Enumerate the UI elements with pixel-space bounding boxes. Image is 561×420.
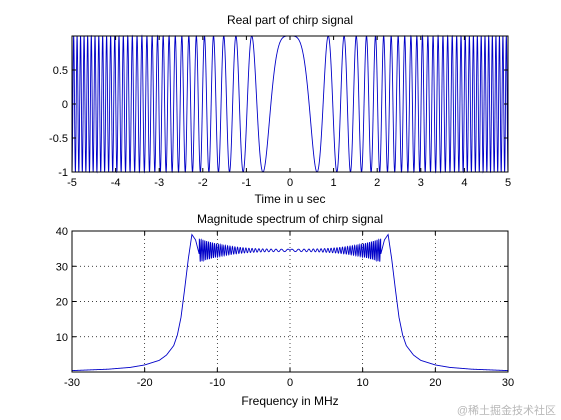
chart-bottom-axes-box — [71, 230, 509, 373]
x-tick-label: -5 — [67, 177, 77, 189]
chart-top-y-ticks: -1 -0.5 0 0.5 — [49, 65, 508, 179]
x-tick-label: 2 — [374, 177, 380, 189]
x-tick-label: 0 — [287, 177, 293, 189]
watermark-text: @稀土掘金技术社区 — [457, 403, 556, 417]
chart-top-x-label: Time in u sec — [255, 192, 326, 206]
y-tick-label: 20 — [56, 297, 68, 309]
chart-bottom-series — [71, 233, 509, 372]
x-tick-label: 0 — [287, 377, 293, 389]
x-tick-label: -1 — [242, 177, 252, 189]
x-tick-label: 30 — [502, 377, 514, 389]
y-tick-label: 0.5 — [53, 65, 68, 77]
x-tick-label: -10 — [209, 377, 225, 389]
x-tick-label: 10 — [357, 377, 369, 389]
chart-bottom-grid — [72, 231, 508, 372]
x-tick-label: 5 — [505, 177, 511, 189]
chart-top-x-ticks: -5 -4 -3 -2 -1 0 1 2 3 4 5 — [67, 36, 511, 189]
x-tick-label: -4 — [111, 177, 121, 189]
y-tick-label: -0.5 — [49, 133, 68, 145]
x-tick-label: -2 — [198, 177, 208, 189]
x-tick-label: 1 — [331, 177, 337, 189]
y-tick-label: 10 — [56, 332, 68, 344]
chart-top-title: Real part of chirp signal — [227, 13, 353, 27]
x-tick-label: 20 — [429, 377, 441, 389]
chart-top-series — [71, 34, 509, 174]
chart-top: Real part of chirp signal -5 -4 -3 -2 -1 0 1 2 3… — [49, 13, 511, 206]
x-tick-label: -30 — [64, 377, 80, 389]
y-tick-label: 30 — [56, 261, 68, 273]
y-tick-label: 0 — [62, 99, 68, 111]
y-tick-label: -1 — [58, 167, 68, 179]
chart-bottom-y-ticks: 10 20 30 40 — [56, 226, 508, 344]
chart-bottom: Magnitude spectrum of chirp signal -30 -2… — [56, 212, 514, 408]
x-tick-label: 4 — [461, 177, 467, 189]
x-tick-label: 3 — [418, 177, 424, 189]
series-line-chirp-real — [71, 34, 509, 174]
chart-bottom-title: Magnitude spectrum of chirp signal — [197, 212, 383, 226]
series-line-magnitude-spectrum — [71, 233, 509, 372]
x-tick-label: -3 — [154, 177, 164, 189]
chart-bottom-x-ticks: -30 -20 -10 0 10 20 30 — [64, 231, 514, 389]
chart-bottom-x-label: Frequency in MHz — [241, 394, 338, 408]
y-tick-label: 40 — [56, 226, 68, 238]
x-tick-label: -20 — [137, 377, 153, 389]
